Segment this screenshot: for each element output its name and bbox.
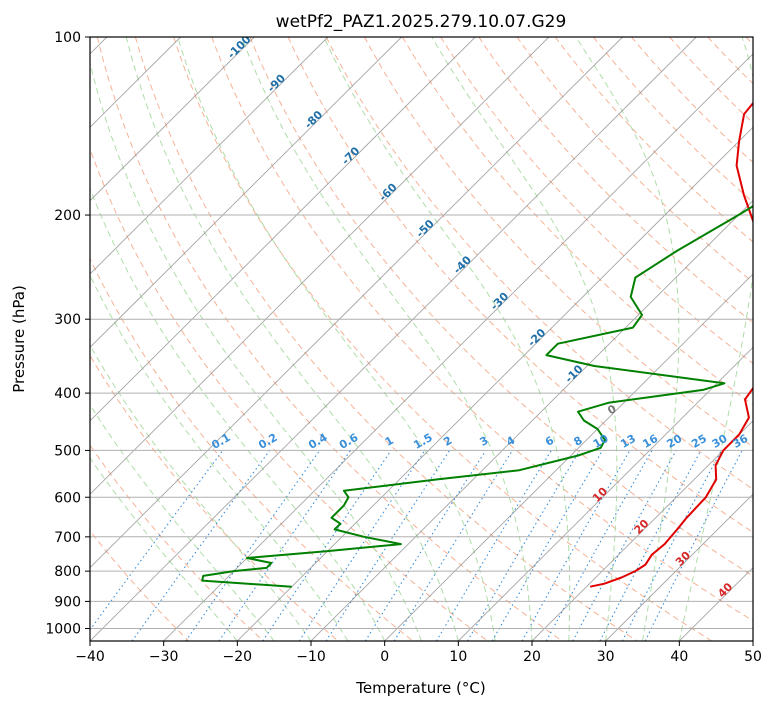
plot-frame — [89, 36, 754, 642]
y-axis-title: Pressure (hPa) — [10, 285, 28, 393]
isobar-gridlines — [90, 37, 753, 629]
y-tick-label: 800 — [54, 564, 81, 580]
isotherm-line — [310, 200, 753, 641]
isotherm-line — [90, 37, 550, 495]
dry-adiabat-line — [134, 37, 638, 641]
plot-background — [90, 37, 753, 641]
y-tick-label: 900 — [54, 594, 81, 610]
temperature-trace — [589, 101, 753, 588]
sounding-traces — [201, 101, 753, 588]
mixing-ratio-line — [325, 450, 451, 641]
isotherms — [90, 37, 753, 641]
mixing-ratio-line — [364, 450, 487, 641]
dry-adiabat-line — [90, 257, 414, 641]
isotherm-line — [90, 37, 402, 349]
y-tick-label: 600 — [54, 490, 81, 506]
y-tick-label: 300 — [54, 312, 81, 328]
moist-adiabat-line — [323, 37, 571, 641]
x-tick-label: 50 — [744, 649, 762, 665]
y-tick-label: 700 — [54, 530, 81, 546]
dry-adiabat-line — [173, 37, 712, 641]
dry-adiabat-line — [440, 37, 753, 365]
moist-adiabat-line — [90, 187, 386, 641]
moist-adiabat-line — [90, 61, 422, 641]
y-tick-label: 400 — [54, 386, 81, 402]
dry-adiabat-line — [592, 37, 753, 203]
dry-adiabat-line — [287, 37, 753, 533]
y-axis: 100 200 300 400 500 600 700 800 900 1000 — [45, 30, 90, 637]
x-tick-label: 10 — [449, 649, 467, 665]
dry-adiabat-line — [96, 37, 563, 641]
mixing-ratio-line — [435, 450, 552, 641]
x-axis: −40 −30 −20 −10 0 10 20 30 40 50 — [75, 641, 762, 665]
x-axis-title: Temperature (°C) — [355, 679, 485, 697]
isotherm-line — [90, 37, 697, 641]
dry-adiabat-line — [249, 37, 753, 577]
x-tick-label: 30 — [597, 649, 615, 665]
x-tick-label: −30 — [149, 649, 179, 665]
y-tick-label: 200 — [54, 208, 81, 224]
dry-adiabat-line — [90, 354, 339, 641]
dry-adiabat-line — [90, 147, 488, 641]
x-tick-label: 0 — [380, 649, 389, 665]
y-tick-label: 500 — [54, 443, 81, 459]
x-tick-label: 20 — [523, 649, 541, 665]
isotherm-line — [531, 420, 753, 641]
moist-adiabats — [90, 37, 753, 641]
dry-adiabat-line — [402, 37, 753, 406]
dry-adiabat-line — [211, 37, 753, 622]
mixing-ratio-line — [298, 450, 426, 641]
x-tick-label: −20 — [223, 649, 253, 665]
moist-adiabat-line — [90, 403, 275, 641]
mixing-ratio-line — [262, 450, 392, 641]
dry-adiabat-line — [554, 37, 753, 243]
moist-adiabat-line — [177, 37, 496, 641]
x-tick-label: −10 — [296, 649, 326, 665]
x-tick-label: −40 — [75, 649, 105, 665]
isotherm-line — [384, 273, 753, 641]
isotherm-line — [752, 640, 753, 641]
mixing-ratio-line — [218, 450, 351, 641]
moist-adiabat-line — [90, 274, 349, 641]
isotherm-line — [457, 346, 753, 641]
mixing-ratio-line — [467, 450, 581, 641]
isotherm-line — [90, 37, 329, 275]
dry-adiabat-line — [325, 37, 753, 490]
moist-adiabat-line — [90, 457, 238, 641]
isotherm-line — [163, 53, 753, 641]
moist-adiabat-line — [575, 37, 680, 641]
dewpoint-trace — [201, 205, 753, 588]
moist-adiabat-line — [241, 37, 533, 641]
isotherm-line — [236, 126, 753, 641]
y-tick-label: 100 — [54, 30, 81, 46]
isotherm-line — [90, 37, 623, 569]
mixing-ratio-line — [185, 450, 321, 641]
isotherm-line — [90, 37, 476, 422]
y-tick-label: 1000 — [45, 621, 81, 637]
plot-area: 0.1 0.2 0.4 0.6 1 1.5 2 3 4 6 8 10 13 16 20 25 30 36-100-… — [90, 37, 753, 641]
isotherm-line — [90, 37, 255, 202]
x-tick-label: 40 — [670, 649, 688, 665]
moist-adiabat-line — [678, 37, 753, 641]
moist-adiabat-line — [431, 37, 618, 641]
isotherm-line — [605, 493, 753, 641]
mixing-ratio-line — [572, 450, 677, 641]
chart-title: wetPf2_PAZ1.2025.279.10.07.G29 — [276, 12, 567, 32]
